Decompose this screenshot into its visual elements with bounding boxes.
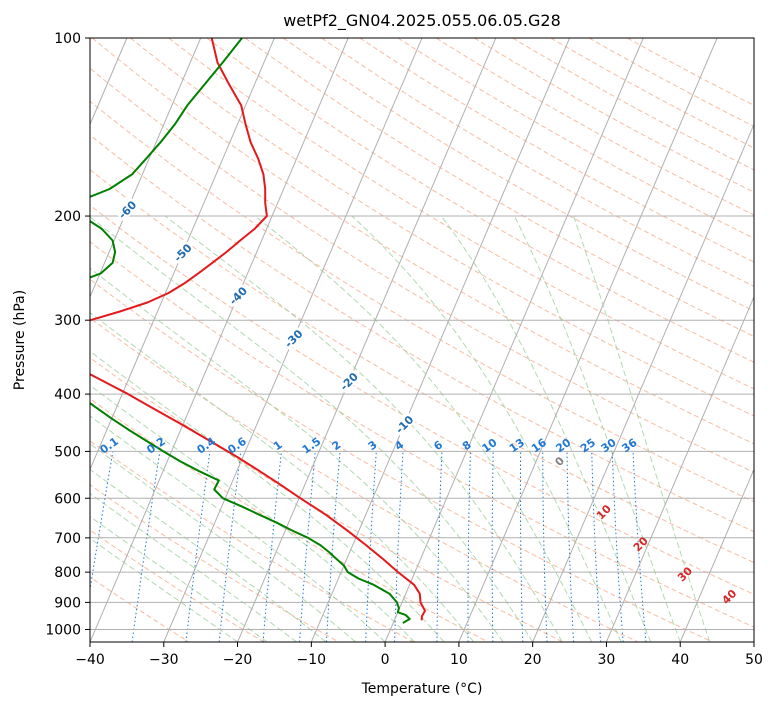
plot-frame (89, 37, 755, 643)
moist-adiabat (90, 311, 474, 642)
dry-adiabat (90, 67, 754, 473)
x-tick-label: −10 (297, 652, 327, 668)
x-axis-label: Temperature (°C) (361, 681, 483, 697)
plot-area: 0.10.20.40.611.52346810131620253036-100-… (90, 38, 754, 642)
y-tick-label: 200 (54, 209, 81, 225)
moist-adiabat (573, 215, 711, 642)
moist-adiabat (513, 215, 681, 642)
isotherm-gridline (90, 38, 202, 299)
x-tick-label: 30 (598, 652, 616, 668)
isotherm-label-bg (225, 282, 251, 308)
x-tick-label: 20 (524, 652, 542, 668)
moist-adiabat (90, 468, 327, 642)
y-tick-label: 600 (54, 491, 81, 507)
x-tick-label: −20 (223, 652, 253, 668)
dry-adiabat (168, 38, 754, 390)
dry-adiabat (90, 204, 754, 595)
x-tick-label: −40 (75, 652, 105, 668)
dry-adiabat (90, 134, 754, 533)
dry-adiabat (550, 38, 754, 149)
y-tick-label: 400 (54, 387, 81, 403)
x-tick-label: 10 (450, 652, 468, 668)
dry-adiabat (321, 38, 754, 287)
y-tick-label: 100 (54, 31, 81, 47)
x-tick-label: −30 (149, 652, 179, 668)
isotherm-gridline (90, 38, 275, 471)
dry-adiabat (244, 38, 754, 337)
isotherm-gridline (90, 38, 349, 642)
dry-adiabat (206, 38, 754, 363)
dry-adiabat (90, 440, 414, 642)
dry-adiabat (90, 529, 265, 642)
isotherm-gridline (605, 295, 754, 642)
moist-adiabat (440, 215, 652, 642)
isotherm-label-bg (169, 239, 195, 265)
dry-adiabat (130, 38, 754, 417)
isotherm-label-bg (336, 368, 362, 394)
mixing-ratio-line (185, 451, 211, 642)
isotherm-gridline (237, 38, 497, 642)
y-tick-label: 1000 (45, 622, 81, 638)
moist-adiabat (90, 515, 268, 642)
profile-lines (90, 38, 426, 624)
x-tick-label: 0 (381, 652, 390, 668)
dry-adiabat (397, 38, 754, 239)
mixing-ratio-line (218, 451, 242, 642)
dry-adiabat (90, 317, 639, 642)
mixing-ratio-line (90, 451, 114, 593)
x-tick-label: 50 (745, 652, 763, 668)
temperature-profile-line (90, 38, 426, 621)
isotherm-gridline (679, 468, 754, 642)
dry-adiabat (90, 169, 754, 564)
y-axis-label: Pressure (hPa) (12, 290, 28, 390)
dewpoint-profile-line (90, 38, 411, 624)
moist-adiabat (90, 216, 534, 642)
isotherm-label-bg (280, 325, 306, 351)
y-tick-label: 300 (54, 313, 81, 329)
axis-ticks: −40 −30 −20 −10 0 10 20 30 40 50 100 200 300 400 500 60… (45, 31, 763, 668)
moist-adiabat (90, 350, 445, 642)
isotherm-gridline (384, 38, 644, 642)
dry-adiabat (91, 38, 754, 445)
x-tick-label: 40 (671, 652, 689, 668)
dry-adiabat (474, 38, 754, 193)
isotherm-label-bg (114, 196, 140, 222)
moist-adiabat (254, 215, 593, 642)
y-tick-label: 800 (54, 565, 81, 581)
isotherm-gridline (458, 38, 718, 642)
moist-adiabat (90, 492, 297, 642)
moist-adiabat (164, 215, 563, 642)
isotherm-label-bg (391, 411, 417, 437)
isotherm-gridline (532, 123, 754, 642)
moist-adiabat (351, 215, 622, 642)
y-tick-label: 700 (54, 531, 81, 547)
moist-adiabat (90, 267, 504, 642)
moist-adiabat (90, 415, 386, 642)
mixing-ratio-line (262, 451, 282, 642)
isotherm-gridline (310, 38, 571, 642)
moist-adiabat (90, 443, 356, 642)
y-tick-label: 500 (54, 444, 81, 460)
moist-adiabat (90, 537, 238, 642)
chart-title: wetPf2_GN04.2025.055.06.05.G28 (283, 11, 561, 31)
y-tick-label: 900 (54, 595, 81, 611)
dry-adiabat (90, 241, 754, 628)
dry-adiabat (90, 278, 713, 642)
